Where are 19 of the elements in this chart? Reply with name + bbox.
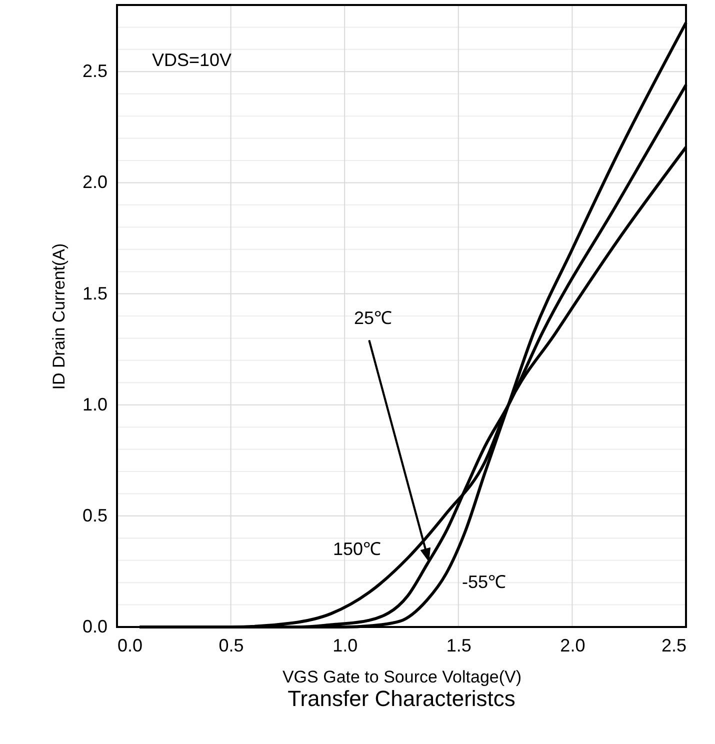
x-tick-label: 0.5 [218, 636, 244, 656]
annotation: 25℃ [354, 308, 392, 328]
y-tick-label: 0.0 [82, 616, 108, 636]
y-tick-label: 1.5 [82, 283, 108, 304]
x-tick-label: 2.5 [661, 636, 686, 656]
annotation: -55℃ [462, 572, 506, 592]
x-tick-label: 1.0 [332, 636, 358, 656]
y-axis-title: ID Drain Current(A) [49, 243, 68, 390]
annotation: VDS=10V [152, 50, 232, 70]
text: Transfer Characteristcs [288, 686, 516, 711]
y-tick-label: 2.5 [82, 61, 108, 82]
y-tick-label: 1.0 [82, 394, 108, 414]
annotation: 150℃ [332, 539, 382, 559]
y-tick-label: 0.5 [82, 505, 108, 526]
x-axis-title: VGS Gate to Source Voltage(V) [282, 668, 522, 686]
x-tick-label: 2.0 [560, 636, 586, 656]
y-tick-label: 2.0 [82, 172, 108, 192]
x-tick-label: 0.0 [118, 636, 143, 656]
x-tick-label: 1.5 [446, 636, 472, 656]
